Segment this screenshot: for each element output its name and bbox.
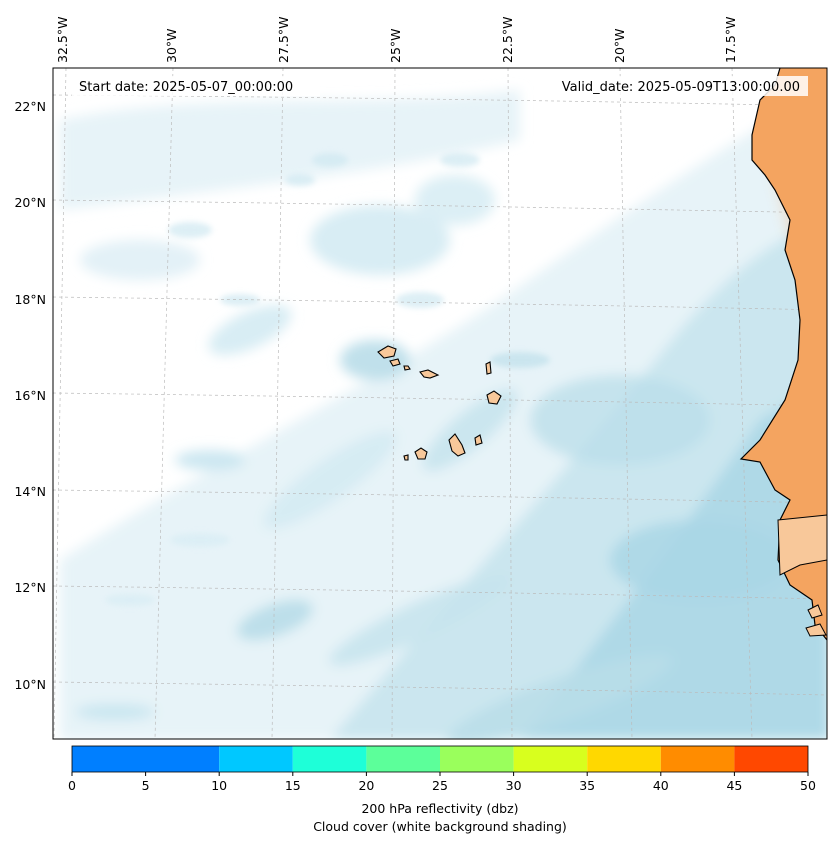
cloud-patch: [422, 389, 518, 471]
colorbar-tick-label: 45: [726, 778, 742, 793]
island-maio: [474, 434, 483, 446]
island-santo-antao: [377, 345, 397, 359]
island-brava: [403, 454, 409, 461]
colorbar-tick-label: 30: [506, 778, 522, 793]
cape-verde-islands: [377, 345, 502, 461]
lat-label: 22°N: [14, 99, 46, 114]
cloud-patch: [530, 375, 710, 465]
colorbar-tick-label: 0: [68, 778, 76, 793]
cloud-patch: [310, 205, 450, 275]
colorbar-subtitle: Cloud cover (white background shading): [313, 819, 567, 834]
island-sal: [485, 361, 492, 375]
lat-label: 16°N: [14, 388, 46, 403]
valid-date-text: Valid_date: 2025-05-09T13:00:00.00: [562, 80, 800, 95]
lon-label: 32.5°W: [55, 17, 70, 63]
start-date-box: Start date: 2025-05-07_00:00:00: [72, 76, 320, 96]
colorbar-title: 200 hPa reflectivity (dbz): [361, 801, 518, 816]
cloud-patch: [208, 304, 292, 356]
mainland-land: [741, 68, 827, 640]
lon-label: 25°W: [388, 28, 403, 63]
colorbar: 0 5 10 15 20 25 30 35 40 45 50 200 hPa reflectivit…: [68, 745, 816, 834]
colorbar-bin: [366, 746, 440, 772]
cloud-streaks: [105, 153, 550, 606]
island-sao-vicente: [389, 358, 401, 367]
cloud-patch: [175, 450, 245, 470]
lat-label: 20°N: [14, 195, 46, 210]
colorbar-bin: [219, 746, 293, 772]
lat-label: 12°N: [14, 580, 46, 595]
lon-label: 22.5°W: [500, 17, 515, 63]
colorbar-tick-label: 5: [142, 778, 150, 793]
colorbar-tick-label: 40: [653, 778, 669, 793]
cloud-patch: [263, 431, 397, 529]
cloud-band-north: [60, 90, 520, 210]
lon-label: 27.5°W: [276, 17, 291, 63]
cloud-cover-layer: [60, 90, 827, 739]
cloud-patch: [340, 340, 410, 380]
colorbar-bin: [292, 746, 367, 772]
island-sao-nicolau: [419, 369, 440, 379]
colorbar-tick-label: 10: [211, 778, 227, 793]
colorbar-bin: [587, 746, 661, 772]
colorbar-bin: [734, 746, 808, 772]
longitude-labels: 32.5°W 30°W 27.5°W 25°W 22.5°W 20°W 17.5…: [55, 17, 738, 63]
cloud-patch: [415, 175, 495, 225]
colorbar-tick-label: 50: [800, 778, 816, 793]
colorbar-tick-label: 35: [579, 778, 595, 793]
colorbar-ticks: 0 5 10 15 20 25 30 35 40 45 50: [68, 772, 816, 793]
lon-label: 30°W: [164, 28, 179, 63]
lon-label: 20°W: [612, 28, 627, 63]
cloud-patch: [329, 574, 511, 666]
island-santa-luzia: [403, 365, 411, 371]
lat-label: 14°N: [14, 484, 46, 499]
map-panel[interactable]: Start date: 2025-05-07_00:00:00 Valid_da…: [53, 68, 830, 762]
lat-label: 10°N: [14, 677, 46, 692]
cloud-patch: [610, 520, 790, 600]
colorbar-tick-label: 20: [358, 778, 374, 793]
colorbar-bin: [72, 746, 220, 772]
bissau-islands: [805, 604, 827, 637]
colorbar-bin: [440, 746, 514, 772]
lon-label: 17.5°W: [723, 17, 738, 63]
gambia-region: [777, 514, 827, 576]
colorbar-tick-label: 15: [285, 778, 301, 793]
colorbar-bin: [660, 746, 735, 772]
island-fogo: [414, 447, 428, 460]
map-frame: [52, 67, 828, 740]
colorbar-tick-label: 25: [432, 778, 448, 793]
island-santiago: [448, 433, 466, 457]
lat-label: 18°N: [14, 292, 46, 307]
mainland-africa: [739, 68, 827, 641]
colorbar-bin: [513, 746, 588, 772]
colorbar-bins: [72, 746, 808, 772]
cloud-patch: [75, 704, 155, 720]
cloud-patch: [237, 599, 313, 641]
latitude-labels: 22°N 20°N 18°N 16°N 14°N 12°N 10°N: [14, 99, 46, 692]
start-date-text: Start date: 2025-05-07_00:00:00: [79, 80, 293, 95]
valid-date-box: Valid_date: 2025-05-09T13:00:00.00: [536, 76, 808, 96]
cloud-patch: [446, 654, 674, 739]
cloud-patch: [80, 240, 200, 280]
island-boa-vista: [486, 390, 502, 405]
